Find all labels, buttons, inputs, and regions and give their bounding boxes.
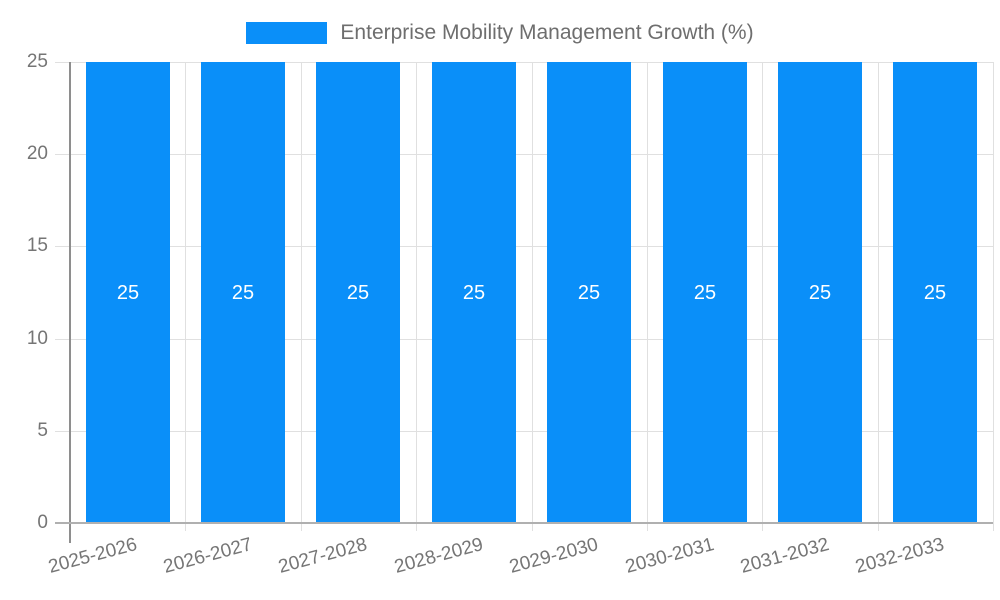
bar-value-label: 25 bbox=[116, 281, 140, 304]
y-axis-tick-label: 0 bbox=[37, 512, 48, 533]
bar[interactable]: 25 bbox=[86, 62, 170, 523]
legend: Enterprise Mobility Management Growth (%… bbox=[0, 20, 1000, 46]
bar-value-label: 25 bbox=[346, 281, 370, 304]
y-gridline bbox=[55, 62, 993, 63]
y-axis-tick-label: 20 bbox=[26, 143, 48, 164]
x-gridline bbox=[416, 62, 417, 531]
bar[interactable]: 25 bbox=[893, 62, 977, 523]
x-gridline bbox=[647, 62, 648, 531]
y-gridline bbox=[55, 154, 993, 155]
y-gridline bbox=[55, 339, 993, 340]
x-gridline bbox=[301, 62, 302, 531]
bar[interactable]: 25 bbox=[778, 62, 862, 523]
y-axis-tick-label: 15 bbox=[26, 235, 48, 256]
bar-value-label: 25 bbox=[923, 281, 947, 304]
bar[interactable]: 25 bbox=[201, 62, 285, 523]
legend-swatch bbox=[246, 22, 328, 44]
x-gridline bbox=[532, 62, 533, 531]
bar[interactable]: 25 bbox=[432, 62, 516, 523]
bar-value-label: 25 bbox=[231, 281, 255, 304]
legend-label: Enterprise Mobility Management Growth (%… bbox=[340, 21, 754, 44]
x-gridline bbox=[185, 62, 186, 531]
y-axis-tick-label: 5 bbox=[37, 420, 48, 441]
bar[interactable]: 25 bbox=[663, 62, 747, 523]
x-gridline bbox=[878, 62, 879, 531]
y-gridline bbox=[55, 246, 993, 247]
y-axis-tick-label: 10 bbox=[26, 328, 48, 349]
bar-value-label: 25 bbox=[808, 281, 832, 304]
bar-value-label: 25 bbox=[462, 281, 486, 304]
bar[interactable]: 25 bbox=[316, 62, 400, 523]
x-gridline bbox=[993, 62, 994, 531]
y-gridline bbox=[55, 431, 993, 432]
bar-value-label: 25 bbox=[693, 281, 717, 304]
y-axis-tick-label: 25 bbox=[26, 51, 48, 72]
y-axis-line bbox=[69, 62, 71, 543]
bar[interactable]: 25 bbox=[547, 62, 631, 523]
x-gridline bbox=[762, 62, 763, 531]
x-axis-line bbox=[55, 522, 993, 524]
bar-value-label: 25 bbox=[577, 281, 601, 304]
